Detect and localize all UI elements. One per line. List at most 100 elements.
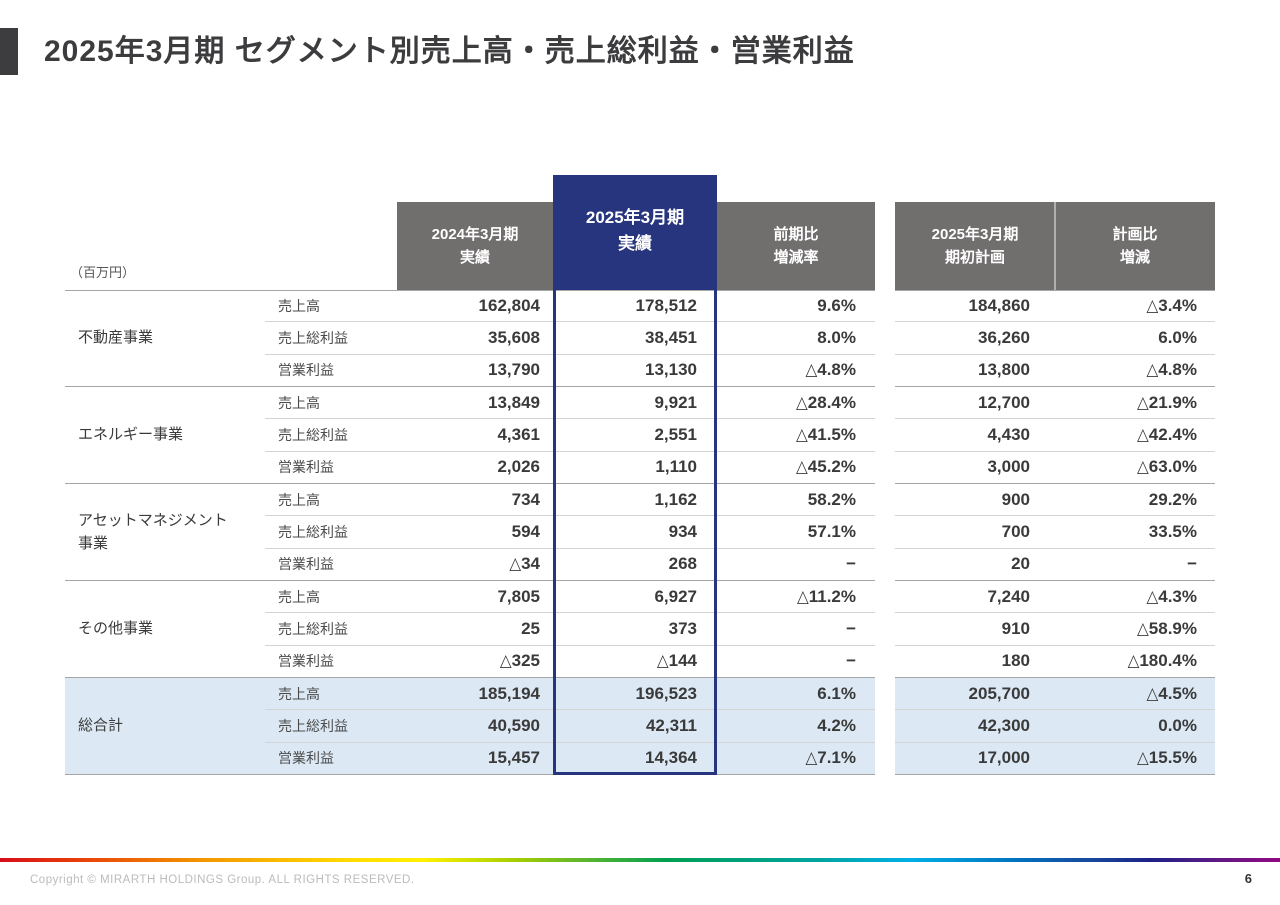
value-vs-plan: △63.0% [1055,452,1215,484]
table-gap [875,419,895,451]
value-yoy-change: 4.2% [717,710,875,743]
segment-block: エネルギー事業 売上高 13,849 9,921 △28.4% 12,700 △21.9% 売… [65,387,1215,484]
page-title: 2025年3月期 セグメント別売上高・売上総利益・営業利益 [44,35,855,68]
table-body: 不動産事業 売上高 162,804 178,512 9.6% 184,860 △3.4% 売上… [65,290,1215,775]
value-yoy-change: 58.2% [717,484,875,517]
value-curr-actual: 6,927 [553,581,717,614]
segment-block: 総合計 売上高 185,194 196,523 6.1% 205,700 △4.5% 売上総利… [65,678,1215,775]
header-line: 増減 [1119,249,1150,266]
page-number: 6 [1244,871,1252,886]
segment-label: その他事業 [78,620,154,638]
value-prev-actual: 25 [397,613,553,646]
value-vs-plan: 6.0% [1055,322,1215,355]
header-line: 増減率 [773,249,819,266]
table-row: 売上高 13,849 9,921 △28.4% 12,700 △21.9% [65,387,1215,420]
value-initial-plan: 42,300 [895,710,1055,743]
metric-label: 売上高 [265,678,397,711]
value-initial-plan: 184,860 [895,290,1055,323]
segment-column-spacer [65,646,265,678]
value-prev-actual: △34 [397,549,553,581]
value-curr-actual: 1,110 [553,452,717,484]
header-line: 2025年3月期 [931,225,1019,243]
value-curr-actual: 178,512 [553,290,717,323]
value-initial-plan: 205,700 [895,678,1055,711]
segment-block: 不動産事業 売上高 162,804 178,512 9.6% 184,860 △3.4% 売上… [65,290,1215,387]
table-row: 営業利益 △34 268−20− [65,549,1215,581]
table-row: 売上総利益 4,361 2,551 △41.5% 4,430 △42.4% [65,419,1215,452]
value-vs-plan: △21.9% [1055,387,1215,420]
table-row: 営業利益 △325 △144−180 △180.4% [65,646,1215,678]
value-yoy-change: 6.1% [717,678,875,711]
segment-label: エネルギー事業 [78,426,184,444]
value-initial-plan: 7,240 [895,581,1055,614]
value-vs-plan: △4.5% [1055,678,1215,711]
table-gap [875,322,895,354]
unit-label: （百万円） [70,265,136,280]
value-prev-actual: 13,849 [397,387,553,420]
table-row: 売上高 185,194 196,523 6.1% 205,700 △4.5% [65,678,1215,711]
table-gap [875,710,895,742]
value-curr-actual: 2,551 [553,419,717,452]
header-line: 実績 [618,234,652,253]
value-initial-plan: 3,000 [895,452,1055,484]
value-prev-actual: 7,805 [397,581,553,614]
metric-label: 売上総利益 [265,613,397,646]
value-prev-actual: 13,790 [397,355,553,387]
value-initial-plan: 17,000 [895,742,1055,775]
header-line: 実績 [459,249,490,266]
value-curr-actual: 268 [553,549,717,581]
metric-label: 売上高 [265,484,397,517]
table-gap [875,581,895,613]
table-gap [875,290,895,322]
value-yoy-change: △28.4% [717,387,875,420]
segment-column-spacer [65,355,265,387]
segment-column-spacer [65,452,265,484]
table-row: 営業利益 15,457 14,364 △7.1% 17,000 △15.5% [65,742,1215,775]
value-initial-plan: 13,800 [895,355,1055,387]
table-row: 売上総利益 594 934 57.1% 700 33.5% [65,516,1215,549]
value-initial-plan: 12,700 [895,387,1055,420]
segment-column-spacer [65,290,265,322]
metric-label: 営業利益 [265,742,397,775]
value-vs-plan: − [1055,549,1215,581]
value-initial-plan: 36,260 [895,322,1055,355]
value-vs-plan: △42.4% [1055,419,1215,452]
segment-label: 不動産事業 [78,329,154,347]
value-prev-actual: 40,590 [397,710,553,743]
value-vs-plan: △4.8% [1055,355,1215,387]
value-curr-actual: 38,451 [553,322,717,355]
table-row: 売上総利益 40,590 42,311 4.2% 42,300 0.0% [65,710,1215,743]
metric-label: 売上総利益 [265,322,397,355]
table-row: 売上高 7,805 6,927 △11.2% 7,240 △4.3% [65,581,1215,614]
value-prev-actual: 594 [397,516,553,549]
table-row: 売上高 162,804 178,512 9.6% 184,860 △3.4% [65,290,1215,323]
value-vs-plan: 0.0% [1055,710,1215,743]
table-gap [875,516,895,548]
table-gap [875,646,895,678]
value-curr-actual: 1,162 [553,484,717,517]
metric-label: 売上高 [265,387,397,420]
value-vs-plan: 33.5% [1055,516,1215,549]
segment-label: アセットマネジメント 事業 [78,512,228,552]
table-gap [875,484,895,516]
current-period-header-highlight [553,175,717,290]
value-prev-actual: 734 [397,484,553,517]
column-header-curr-actual: 2025年3月期 実績 [553,175,717,287]
table-row: 営業利益 13,790 13,130 △4.8% 13,800 △4.8% [65,355,1215,387]
column-header-yoy-change: 前期比 増減率 [717,202,875,290]
column-header-prev-actual: 2024年3月期 実績 [397,202,553,290]
table-gap [875,613,895,645]
value-vs-plan: △15.5% [1055,742,1215,775]
segment-column-spacer [65,678,265,711]
metric-label: 営業利益 [265,355,397,387]
value-curr-actual: 14,364 [553,742,717,775]
value-vs-plan: △58.9% [1055,613,1215,646]
value-prev-actual: 162,804 [397,290,553,323]
metric-label: 売上総利益 [265,516,397,549]
metric-label: 営業利益 [265,549,397,581]
value-curr-actual: 42,311 [553,710,717,743]
segment-block: アセットマネジメント 事業 売上高 734 1,162 58.2% 900 29.2% 売上総… [65,484,1215,581]
title-accent-bar [0,28,18,75]
value-curr-actual: 9,921 [553,387,717,420]
value-yoy-change: △11.2% [717,581,875,614]
